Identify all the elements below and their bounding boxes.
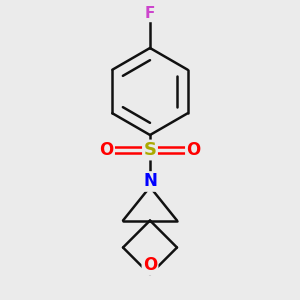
Text: O: O xyxy=(143,256,157,274)
Text: O: O xyxy=(99,141,114,159)
Text: F: F xyxy=(145,6,155,21)
Text: N: N xyxy=(143,172,157,190)
Text: O: O xyxy=(186,141,201,159)
Text: S: S xyxy=(143,141,157,159)
